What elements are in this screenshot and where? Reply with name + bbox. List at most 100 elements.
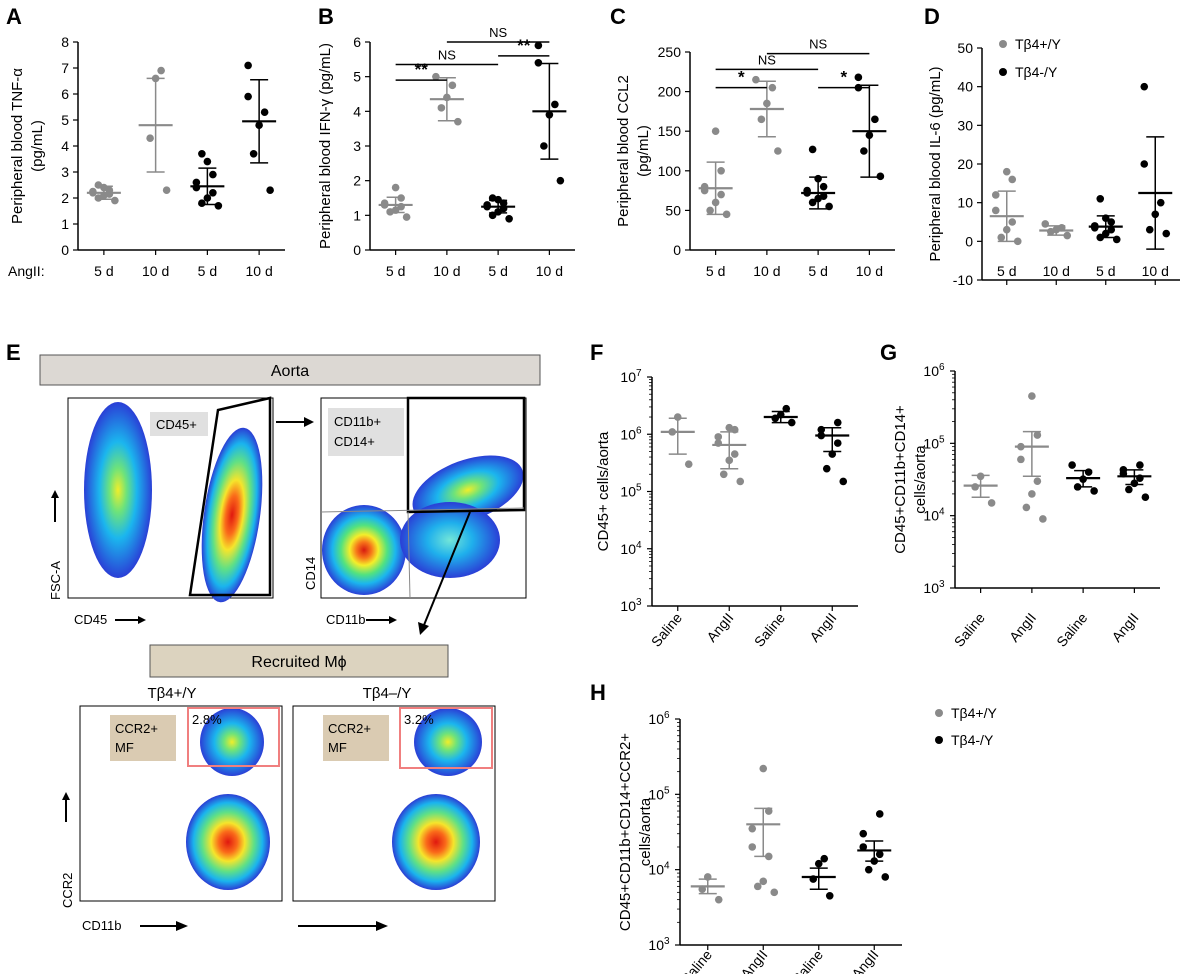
legend-panel-h: Tβ4+/Y Tβ4-/Y [935,705,997,748]
panel-e-flow: Aorta CD45+ FSC-A CD45 CD11b+ CD14+ CD14… [39,354,541,933]
panel-letter-e: E [6,340,21,365]
a-ytick-label-5: 5 [61,112,69,128]
plot4-percent: 3.2% [404,712,434,727]
b-cat-label-1: 10 d [433,263,460,279]
d-ytick-label-4: 30 [957,117,973,133]
g-point-2-3 [1084,468,1093,476]
c-point-0-1 [706,206,714,215]
c-point-0-6 [717,167,725,175]
a-ytick-label-4: 4 [61,138,69,154]
f-point-1-5 [714,433,723,441]
h-ytick-label-0: 10 [648,937,664,953]
b-cat-label-3: 10 d [536,263,563,279]
b-ytick-label-6: 6 [353,34,361,50]
a-point-0-8 [94,181,103,189]
g-ytick-exp-2: 5 [939,434,945,445]
c-point-2-8 [808,145,817,154]
g-point-2-4 [1068,461,1076,469]
c-ylabel-1: (pg/mL) [635,125,652,177]
h-ytick-label-2: 10 [648,786,664,802]
f-point-0-0 [684,460,693,468]
f-cat-label-0: Saline [648,609,685,649]
g-point-1-0 [1039,515,1047,523]
g-point-3-1 [1125,485,1133,494]
b-sig-label-1: NS [438,48,456,63]
g-ytick-exp-1: 4 [939,507,945,518]
g-ytick-label-1: 10 [923,508,939,524]
a-ytick-label-3: 3 [61,164,69,180]
a-point-3-4 [244,92,252,101]
c-sig-label-1: NS [758,52,776,67]
legend-h-wt-label: Tβ4+/Y [951,705,997,721]
h-cat-label-3: AngII [848,947,881,974]
quadrant-line-v [407,511,411,599]
d-point-3-0 [1162,229,1171,238]
legend-h-ko-label: Tβ4-/Y [951,732,994,748]
c-point-0-7 [711,127,720,135]
a-point-2-5 [192,178,201,187]
a-ylabel-0: Peripheral blood TNF-α [9,68,26,224]
g-ytick-label-2: 10 [923,435,939,451]
d-ylabel-0: Peripheral blood IL-6 (pg/mL) [927,66,944,261]
plot1-x-arrowhead [138,616,146,624]
arrow-gate-to-recruited [423,511,471,626]
panel-letter-a: A [6,4,22,29]
d-point-0-5 [991,191,1000,199]
f-point-3-3 [833,439,842,447]
plot4-x-arrowhead [376,921,388,931]
legend-panel-d: Tβ4+/Y Tβ4-/Y [999,36,1061,80]
d-point-0-3 [1008,218,1017,226]
d-point-0-6 [1008,175,1017,184]
a-ytick-label-2: 2 [61,190,69,206]
c-ytick-label-4: 200 [658,84,682,100]
d-point-3-3 [1156,198,1165,207]
b-cat-label-0: 5 d [386,263,405,279]
banner-aorta-label: Aorta [271,363,309,380]
a-point-3-3 [260,108,269,116]
arrow-gate-to-recruited-head [418,622,429,635]
b-point-3-5 [534,41,543,50]
c-point-3-0 [876,172,885,181]
b-point-3-4 [534,59,543,67]
panel-letter-h: H [590,680,606,705]
f-point-2-3 [782,404,791,413]
panel-letter-g: G [880,340,897,365]
gate-ccr2-wt [187,707,280,767]
a-point-3-1 [249,150,258,158]
ccr2-tag-wt-line1: CCR2+ [115,721,158,736]
quadrant-line-h [320,507,525,513]
b-point-2-6 [499,199,508,207]
legend-ko-label: Tβ4-/Y [1015,64,1058,80]
panel-letter-d: D [924,4,940,29]
c-point-1-3 [768,83,777,92]
b-point-3-3 [551,100,559,109]
h-point-1-4 [748,843,757,851]
gate-ccr2-ko [399,707,493,769]
b-ytick-label-4: 4 [353,103,361,119]
c-ytick-label-1: 50 [665,202,681,218]
f-point-1-7 [725,423,734,432]
g-cat-label-1: AngII [1006,610,1039,645]
d-point-2-8 [1096,195,1105,203]
a-cat-label-0: 5 d [94,263,113,279]
c-sig-label-0: * [738,68,745,87]
a-ytick-label-8: 8 [61,34,69,50]
c-ytick-label-3: 150 [658,123,682,139]
c-point-3-3 [871,115,879,124]
flow-population-negative [322,505,406,595]
h-ylabel-1: cells/aorta [637,797,654,866]
f-point-3-6 [833,418,842,427]
f-cat-label-1: AngII [703,610,736,645]
g-cat-label-0: Saline [951,609,988,649]
h-point-1-2 [759,877,768,886]
b-point-1-3 [448,81,457,90]
f-ytick-label-4: 10 [620,369,636,385]
h-cat-label-1: AngII [737,947,770,974]
plot3-title: Tβ4+/Y [147,685,196,702]
arrow-gate-to-plot2-head [304,417,314,427]
h-cat-label-0: Saline [678,946,715,974]
d-point-3-1 [1145,225,1154,234]
c-cat-label-1: 10 d [753,263,780,279]
d-point-2-0 [1112,235,1121,244]
